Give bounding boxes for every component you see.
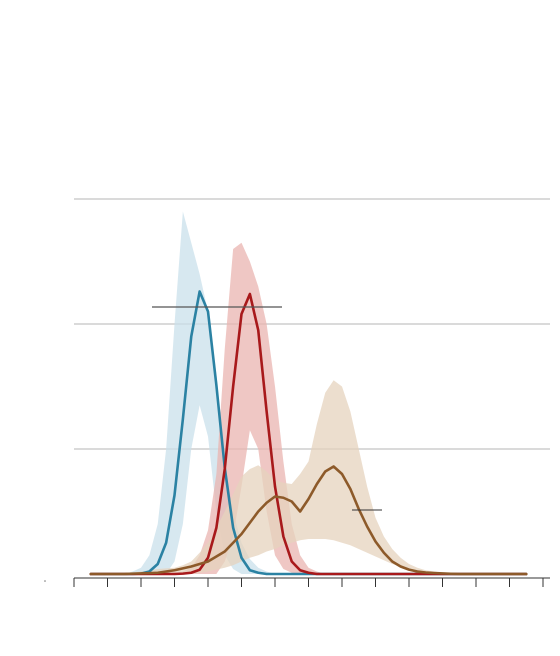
series-line [89,292,528,576]
dot [44,580,46,582]
series-line [89,465,528,576]
lines [89,290,528,576]
range-band [90,211,527,574]
bands [90,211,527,574]
x-axis [73,577,550,587]
grid [74,198,550,450]
range-band [90,380,527,574]
